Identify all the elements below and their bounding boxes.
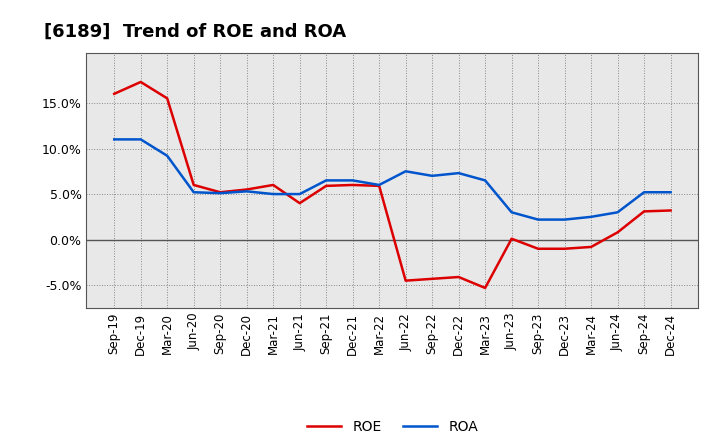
ROE bbox=[508, 236, 516, 242]
ROE bbox=[216, 190, 225, 195]
ROE bbox=[189, 182, 198, 187]
ROA bbox=[189, 190, 198, 195]
ROE bbox=[110, 91, 119, 96]
ROA bbox=[322, 178, 330, 183]
ROE bbox=[481, 285, 490, 290]
ROA bbox=[454, 170, 463, 176]
ROE bbox=[428, 276, 436, 282]
ROA bbox=[587, 214, 595, 220]
ROA bbox=[136, 137, 145, 142]
ROA bbox=[375, 182, 384, 187]
ROA bbox=[481, 178, 490, 183]
ROE bbox=[136, 79, 145, 84]
ROA bbox=[295, 191, 304, 197]
ROE bbox=[401, 278, 410, 283]
ROE bbox=[587, 244, 595, 249]
ROA bbox=[401, 169, 410, 174]
ROE bbox=[534, 246, 542, 251]
ROE bbox=[269, 182, 277, 187]
ROE bbox=[295, 201, 304, 206]
ROA bbox=[428, 173, 436, 179]
ROA bbox=[163, 153, 171, 158]
ROA bbox=[666, 190, 675, 195]
ROA bbox=[560, 217, 569, 222]
ROA bbox=[534, 217, 542, 222]
ROA bbox=[243, 189, 251, 194]
Line: ROA: ROA bbox=[114, 139, 670, 220]
ROE bbox=[640, 209, 649, 214]
ROE bbox=[163, 96, 171, 101]
ROA bbox=[269, 191, 277, 197]
ROE bbox=[560, 246, 569, 251]
ROE bbox=[322, 183, 330, 188]
ROA bbox=[110, 137, 119, 142]
Text: [6189]  Trend of ROE and ROA: [6189] Trend of ROE and ROA bbox=[43, 22, 346, 40]
ROE bbox=[613, 230, 622, 235]
ROE bbox=[666, 208, 675, 213]
Legend: ROE, ROA: ROE, ROA bbox=[307, 420, 478, 434]
ROE bbox=[348, 182, 357, 187]
ROE bbox=[243, 187, 251, 192]
ROA bbox=[508, 210, 516, 215]
ROA bbox=[348, 178, 357, 183]
ROA bbox=[216, 191, 225, 196]
ROA bbox=[613, 210, 622, 215]
Line: ROE: ROE bbox=[114, 82, 670, 288]
ROA bbox=[640, 190, 649, 195]
ROE bbox=[454, 275, 463, 280]
ROE bbox=[375, 183, 384, 188]
